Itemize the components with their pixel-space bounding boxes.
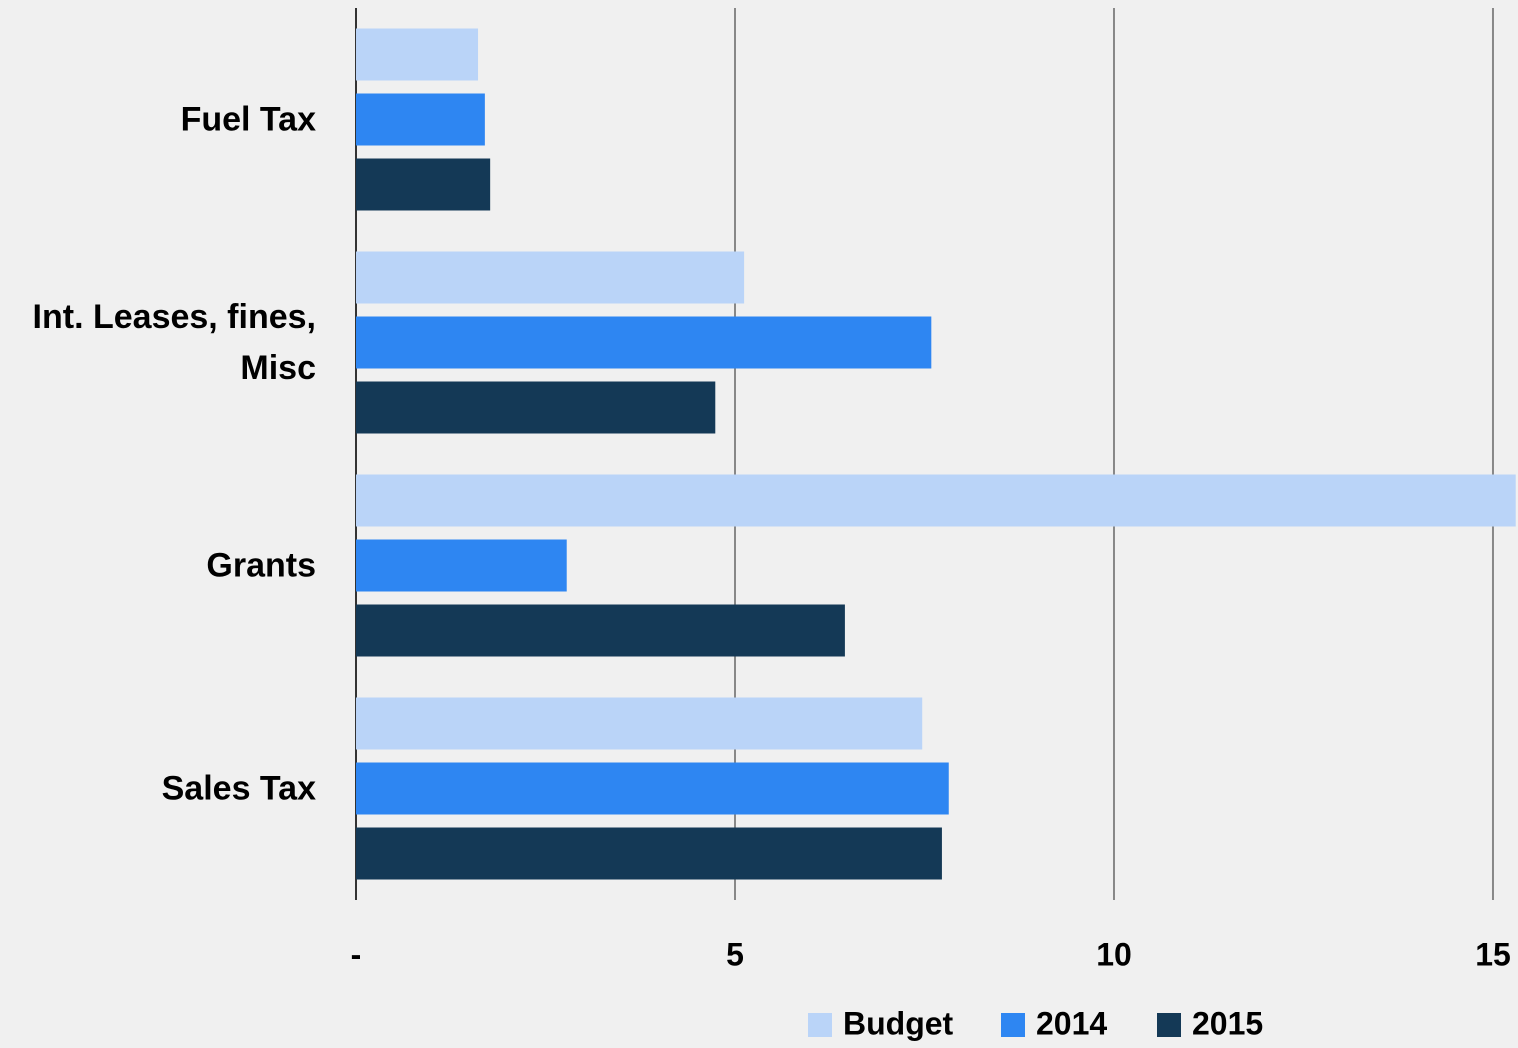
x-tick-label: - <box>351 936 362 972</box>
y-tick-label: Int. Leases, fines, Misc <box>0 292 316 394</box>
bar <box>356 474 1516 527</box>
bar <box>356 316 932 369</box>
bar <box>356 93 485 146</box>
category-text: Int. Leases, fines, Misc <box>32 297 316 387</box>
legend-label: 2014 <box>1036 1005 1107 1041</box>
bar <box>356 762 949 815</box>
category-text: Grants <box>206 546 316 584</box>
x-tick-label: 5 <box>726 936 744 972</box>
bar <box>356 28 479 81</box>
y-tick-label: Sales Tax <box>0 763 316 814</box>
y-tick-label: Grants <box>0 540 316 591</box>
bar <box>356 827 942 880</box>
x-tick-label: 10 <box>1096 936 1132 972</box>
bar <box>356 381 716 434</box>
legend-label: 2015 <box>1192 1005 1263 1041</box>
bar <box>356 158 491 211</box>
bar <box>356 604 845 657</box>
category-text: Sales Tax <box>161 769 316 807</box>
legend-swatch <box>808 1013 832 1037</box>
y-tick-label: Fuel Tax <box>0 94 316 145</box>
bar <box>356 539 567 592</box>
legend-label: Budget <box>843 1005 954 1041</box>
bar <box>356 697 923 750</box>
x-tick-label: 15 <box>1475 936 1511 972</box>
legend-swatch <box>1001 1013 1025 1037</box>
bar <box>356 251 745 304</box>
category-text: Fuel Tax <box>180 100 316 138</box>
legend-swatch <box>1157 1013 1181 1037</box>
